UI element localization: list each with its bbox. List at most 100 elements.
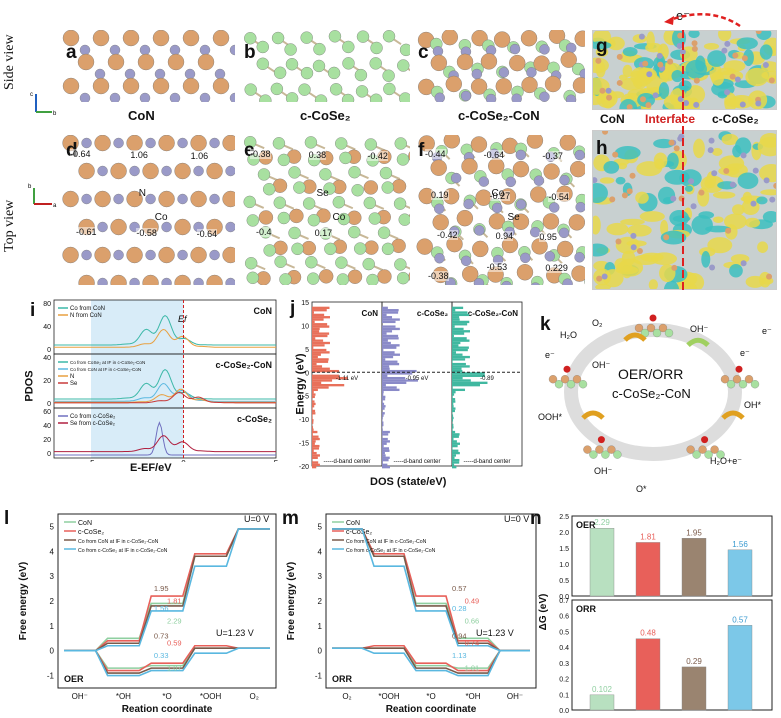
panel-label-b: b — [244, 42, 256, 63]
dos-bar — [312, 447, 320, 450]
x-tick: *OH — [116, 692, 131, 701]
isosurface-blob — [651, 252, 677, 266]
n-atom — [229, 44, 235, 56]
atom — [616, 79, 623, 86]
dos-bar — [452, 395, 453, 399]
step-value-label: 0.73 — [154, 631, 169, 640]
atom — [599, 87, 606, 94]
isosurface-blob — [735, 137, 752, 155]
dos-bar — [382, 351, 395, 354]
atom — [740, 152, 747, 159]
legend-label: CoN — [346, 520, 360, 527]
dos-bar — [452, 346, 469, 349]
cycle-species-label: OH⁻ — [592, 360, 611, 370]
atom — [766, 273, 773, 280]
dos-bar — [452, 358, 466, 361]
dos-bar — [382, 330, 393, 333]
bar-frame — [571, 599, 773, 711]
dos-bar — [312, 313, 325, 317]
co-atom — [495, 78, 512, 95]
dos-bar — [382, 398, 386, 401]
f-charge-label: -0.27 — [489, 190, 511, 201]
atom — [755, 31, 762, 35]
dos-bar — [452, 344, 459, 347]
step-value-label: 0.49 — [465, 596, 480, 605]
g-label-interface: Interface — [645, 112, 696, 126]
atom — [725, 227, 732, 234]
dos-bar — [382, 367, 390, 370]
dos-bar — [382, 428, 383, 431]
energy-path — [332, 644, 530, 672]
n-atom — [129, 277, 140, 285]
panel-a-con-side — [60, 30, 235, 102]
se-atom — [336, 273, 350, 285]
dos-bar — [312, 449, 314, 452]
dos-bar — [382, 421, 384, 424]
se-atom — [257, 168, 271, 181]
dos-bar — [382, 334, 399, 338]
dos-bar — [382, 461, 383, 464]
isosurface-blob — [757, 136, 776, 157]
isosurface-blob — [711, 71, 724, 86]
se-atom — [323, 182, 336, 195]
n-atom — [229, 92, 235, 102]
se-atom — [244, 32, 257, 45]
dos-bar — [312, 405, 315, 408]
n-atom — [434, 203, 445, 214]
bar-value-label: 0.29 — [686, 657, 702, 666]
se-atom — [244, 135, 257, 149]
dos-bar — [452, 339, 470, 342]
co-atom — [512, 160, 530, 178]
catalyst-atom — [726, 380, 736, 389]
isosurface-blob — [653, 152, 668, 169]
co-atom — [126, 246, 143, 264]
atom — [663, 234, 670, 241]
catalyst-atom — [613, 450, 622, 459]
energy-path — [64, 528, 270, 652]
se-atom — [306, 272, 320, 285]
n-atom — [113, 193, 124, 205]
caption-con: CoN — [128, 108, 155, 123]
potential-label: U=0 V — [244, 514, 269, 524]
cycle-catalyst: c-CoSe₂-CoN — [612, 386, 691, 401]
n-atom — [161, 165, 172, 177]
dos-bar — [382, 454, 386, 457]
isosurface-blob — [744, 217, 761, 228]
dos-bar — [382, 318, 400, 321]
dos-bar — [382, 341, 391, 345]
isosurface-blob — [603, 160, 620, 174]
se-atom — [271, 31, 285, 45]
dos-bar — [452, 337, 467, 340]
x-tick: *OOH — [378, 692, 400, 701]
y-tick: 0.0 — [559, 594, 569, 601]
step-value-label: 1.95 — [154, 584, 169, 593]
dos-bar — [452, 330, 470, 333]
co-atom — [480, 53, 498, 70]
atom — [639, 96, 646, 103]
dos-bar — [312, 393, 316, 396]
dos-bar — [312, 409, 316, 413]
catalyst-atom — [704, 450, 713, 459]
y-tick: 20 — [43, 437, 51, 444]
se-atom — [300, 66, 314, 80]
co-atom — [122, 30, 140, 47]
se-atom — [351, 184, 364, 197]
n-atom — [145, 193, 156, 205]
bar-value-label: 1.81 — [640, 532, 656, 541]
se-atom — [270, 82, 284, 96]
group-label: OER — [576, 520, 596, 530]
e-charge-label: 0.17 — [314, 228, 333, 238]
d-band-center-note: -----d-band center — [463, 459, 510, 465]
dos-bar — [382, 430, 390, 434]
se-atom — [342, 57, 355, 70]
atom — [752, 167, 759, 174]
n-atom — [498, 67, 510, 78]
f-charge-label: 0.19 — [431, 189, 449, 200]
dos-bar — [382, 395, 386, 399]
d-band-center-value: -0.89 — [480, 376, 494, 382]
se-atom — [393, 197, 407, 210]
pdos-panel-title: CoN — [254, 306, 273, 316]
se-atom — [383, 82, 396, 96]
isosurface-blob — [593, 215, 601, 235]
co-atom — [182, 77, 200, 95]
